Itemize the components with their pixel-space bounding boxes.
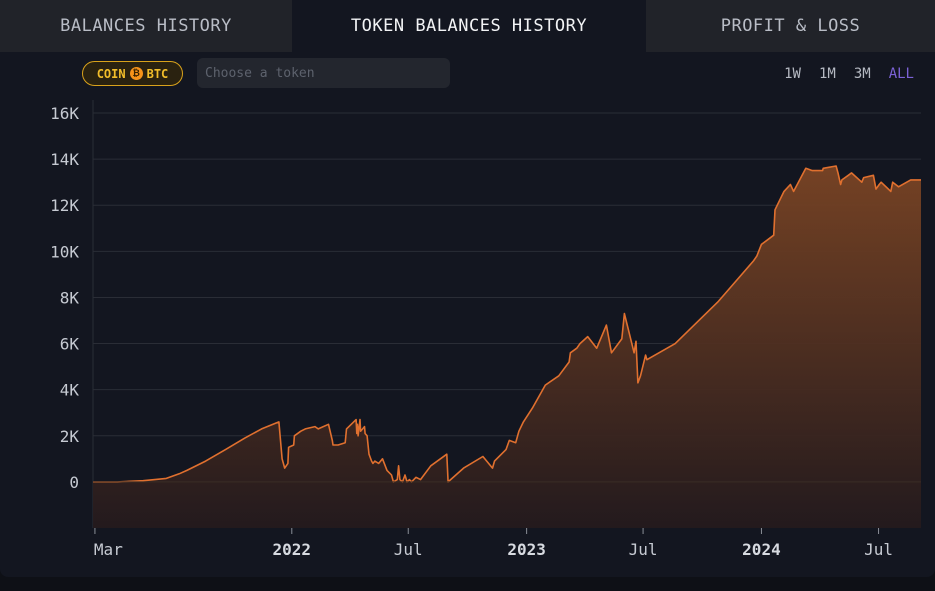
y-tick-label: 8K (60, 288, 80, 307)
x-tick-label: Jul (394, 540, 423, 559)
range-all-button[interactable]: ALL (888, 66, 914, 82)
tab-token-balances-history[interactable]: TOKEN BALANCES HISTORY (292, 0, 646, 52)
tab-profit-loss[interactable]: PROFIT & LOSS (646, 0, 935, 52)
token-badge-btc[interactable]: COIN ₿ BTC (82, 61, 183, 86)
token-balances-panel: BALANCES HISTORY TOKEN BALANCES HISTORY … (0, 0, 935, 559)
y-tick-label: 14K (50, 150, 79, 169)
x-tick-label: 2022 (273, 540, 312, 559)
token-badge-label: BTC (146, 66, 169, 81)
range-3m-button[interactable]: 3M (853, 66, 871, 82)
y-tick-label: 0 (69, 473, 79, 492)
y-tick-label: 6K (60, 335, 80, 354)
x-tick-label: Jul (629, 540, 658, 559)
y-tick-label: 10K (50, 242, 79, 261)
time-range-selector: 1W 1M 3M ALL (775, 66, 923, 82)
y-tick-label: 12K (50, 196, 79, 215)
balance-area-chart: 0 2K 4K 6K 8K 10K 12K 14K 16K Mar 2022 Jul 2023 Jul 20… (50, 100, 921, 559)
range-1w-button[interactable]: 1W (784, 66, 801, 82)
token-search-input[interactable] (197, 58, 450, 88)
x-tick-label: 2024 (742, 540, 781, 559)
x-tick-label: Mar (94, 540, 123, 559)
range-1m-button[interactable]: 1M (818, 66, 836, 82)
bitcoin-icon: ₿ (129, 67, 143, 80)
y-tick-label: 2K (60, 427, 80, 446)
y-tick-label: 4K (60, 381, 80, 400)
y-tick-label: 16K (50, 104, 79, 123)
tab-balances-history[interactable]: BALANCES HISTORY (0, 0, 292, 52)
balance-line-series (93, 165, 921, 483)
history-tabs: BALANCES HISTORY TOKEN BALANCES HISTORY … (0, 0, 935, 52)
x-tick-label: 2023 (507, 540, 546, 559)
x-tick-label: Jul (864, 540, 893, 559)
balance-area-fill (93, 166, 921, 528)
token-badge-prefix: COIN (96, 66, 126, 81)
